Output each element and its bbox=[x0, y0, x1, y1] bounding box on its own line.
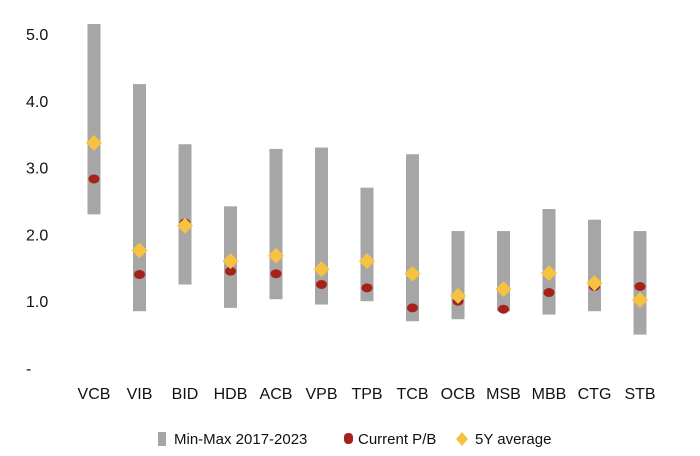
y-tick-label: 5.0 bbox=[26, 27, 48, 44]
range-bar bbox=[588, 219, 601, 312]
y-tick-label: 3.0 bbox=[26, 161, 48, 178]
x-tick-label: MBB bbox=[532, 386, 567, 403]
y-axis: - 1.0 2.0 3.0 4.0 5.0 bbox=[26, 27, 48, 378]
legend-swatch-range bbox=[158, 432, 166, 446]
x-tick-label: VPB bbox=[305, 386, 337, 403]
y-tick-label: 1.0 bbox=[26, 294, 48, 311]
x-tick-label: BID bbox=[172, 386, 199, 403]
current-pb-dot bbox=[225, 266, 236, 276]
range-bar bbox=[87, 23, 101, 215]
average-diamond bbox=[404, 265, 421, 282]
average-diamond bbox=[313, 261, 330, 278]
x-tick-label: TPB bbox=[351, 386, 382, 403]
legend-label-current: Current P/B bbox=[358, 431, 436, 448]
average-diamond bbox=[541, 265, 557, 282]
y-tick-label: 4.0 bbox=[26, 94, 48, 111]
average-diamond bbox=[450, 287, 466, 304]
range-bar bbox=[497, 231, 510, 312]
legend-swatch-average bbox=[456, 432, 468, 446]
average-diamond bbox=[222, 253, 239, 270]
legend: Min-Max 2017-2023 Current P/B 5Y average bbox=[158, 431, 551, 448]
current-pb-dot bbox=[407, 303, 418, 313]
current-pb-dot bbox=[134, 269, 145, 279]
x-tick-label: HDB bbox=[214, 386, 248, 403]
y-tick-label: 2.0 bbox=[26, 227, 48, 244]
range-bar bbox=[542, 209, 556, 315]
x-tick-label: OCB bbox=[441, 386, 476, 403]
current-pb-dot bbox=[634, 282, 646, 292]
legend-label-average: 5Y average bbox=[475, 431, 551, 448]
x-tick-label: CTG bbox=[578, 386, 612, 403]
x-tick-label: TCB bbox=[397, 386, 429, 403]
average-diamond bbox=[268, 247, 284, 264]
legend-label-range: Min-Max 2017-2023 bbox=[174, 431, 307, 448]
average-diamond bbox=[495, 281, 512, 298]
current-pb-dot bbox=[88, 174, 100, 184]
range-bar bbox=[360, 187, 374, 302]
average-diamond bbox=[586, 275, 603, 292]
legend-swatch-current bbox=[344, 433, 353, 444]
average-diamond bbox=[177, 217, 193, 234]
average-diamond bbox=[131, 242, 148, 259]
x-tick-label: VIB bbox=[127, 386, 153, 403]
range-bar bbox=[406, 154, 419, 322]
range-bar bbox=[451, 231, 465, 320]
average-diamond bbox=[359, 253, 375, 270]
average-diamond bbox=[632, 291, 648, 308]
current-pb-dot bbox=[316, 280, 327, 289]
x-tick-label: MSB bbox=[486, 386, 521, 403]
x-tick-label: VCB bbox=[78, 386, 111, 403]
current-pb-dot bbox=[498, 304, 509, 314]
five-year-average-diamonds bbox=[86, 134, 648, 308]
average-diamond bbox=[86, 134, 102, 151]
range-bar bbox=[178, 144, 192, 285]
current-pb-dot bbox=[543, 288, 555, 298]
current-pb-dot bbox=[270, 269, 282, 279]
range-bar bbox=[269, 148, 283, 300]
x-tick-label: ACB bbox=[260, 386, 293, 403]
x-tick-label: STB bbox=[624, 386, 655, 403]
current-pb-dot bbox=[361, 283, 373, 293]
x-axis: VCB VIB BID HDB ACB VPB TPB TCB OCB MSB MBB CTG STB bbox=[78, 386, 656, 403]
y-tick-label: - bbox=[26, 361, 31, 378]
